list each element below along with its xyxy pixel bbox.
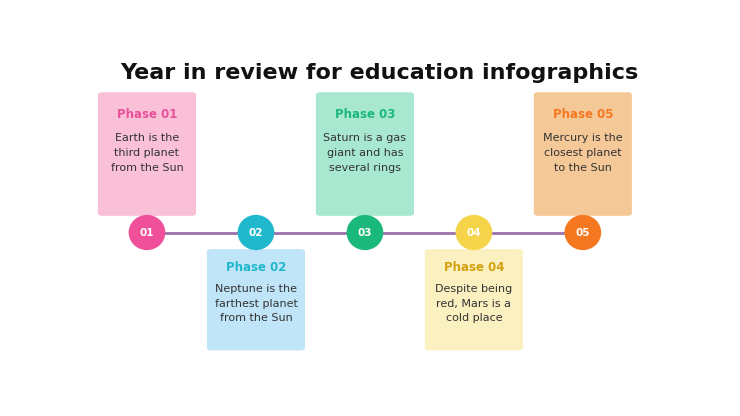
FancyBboxPatch shape — [316, 92, 414, 216]
Text: Phase 01: Phase 01 — [117, 108, 177, 121]
Text: Earth is the
third planet
from the Sun: Earth is the third planet from the Sun — [110, 133, 184, 173]
Text: 03: 03 — [357, 228, 372, 238]
FancyBboxPatch shape — [534, 92, 632, 216]
Ellipse shape — [238, 215, 275, 250]
Text: 04: 04 — [466, 228, 481, 238]
Text: Phase 03: Phase 03 — [334, 108, 395, 121]
Ellipse shape — [346, 215, 383, 250]
FancyBboxPatch shape — [207, 249, 305, 350]
FancyBboxPatch shape — [98, 92, 196, 216]
Text: Despite being
red, Mars is a
cold place: Despite being red, Mars is a cold place — [435, 284, 513, 323]
Text: Phase 05: Phase 05 — [553, 108, 613, 121]
Text: Mercury is the
closest planet
to the Sun: Mercury is the closest planet to the Sun — [543, 133, 622, 173]
Ellipse shape — [456, 215, 492, 250]
Text: Phase 04: Phase 04 — [443, 261, 504, 274]
Text: Year in review for education infographics: Year in review for education infographic… — [120, 63, 639, 83]
Ellipse shape — [565, 215, 601, 250]
Ellipse shape — [129, 215, 165, 250]
Text: 01: 01 — [140, 228, 154, 238]
Text: 05: 05 — [576, 228, 590, 238]
Text: 02: 02 — [249, 228, 263, 238]
FancyBboxPatch shape — [425, 249, 523, 350]
Text: Phase 02: Phase 02 — [226, 261, 286, 274]
Text: Neptune is the
farthest planet
from the Sun: Neptune is the farthest planet from the … — [215, 284, 297, 323]
Text: Saturn is a gas
giant and has
several rings: Saturn is a gas giant and has several ri… — [323, 133, 406, 173]
